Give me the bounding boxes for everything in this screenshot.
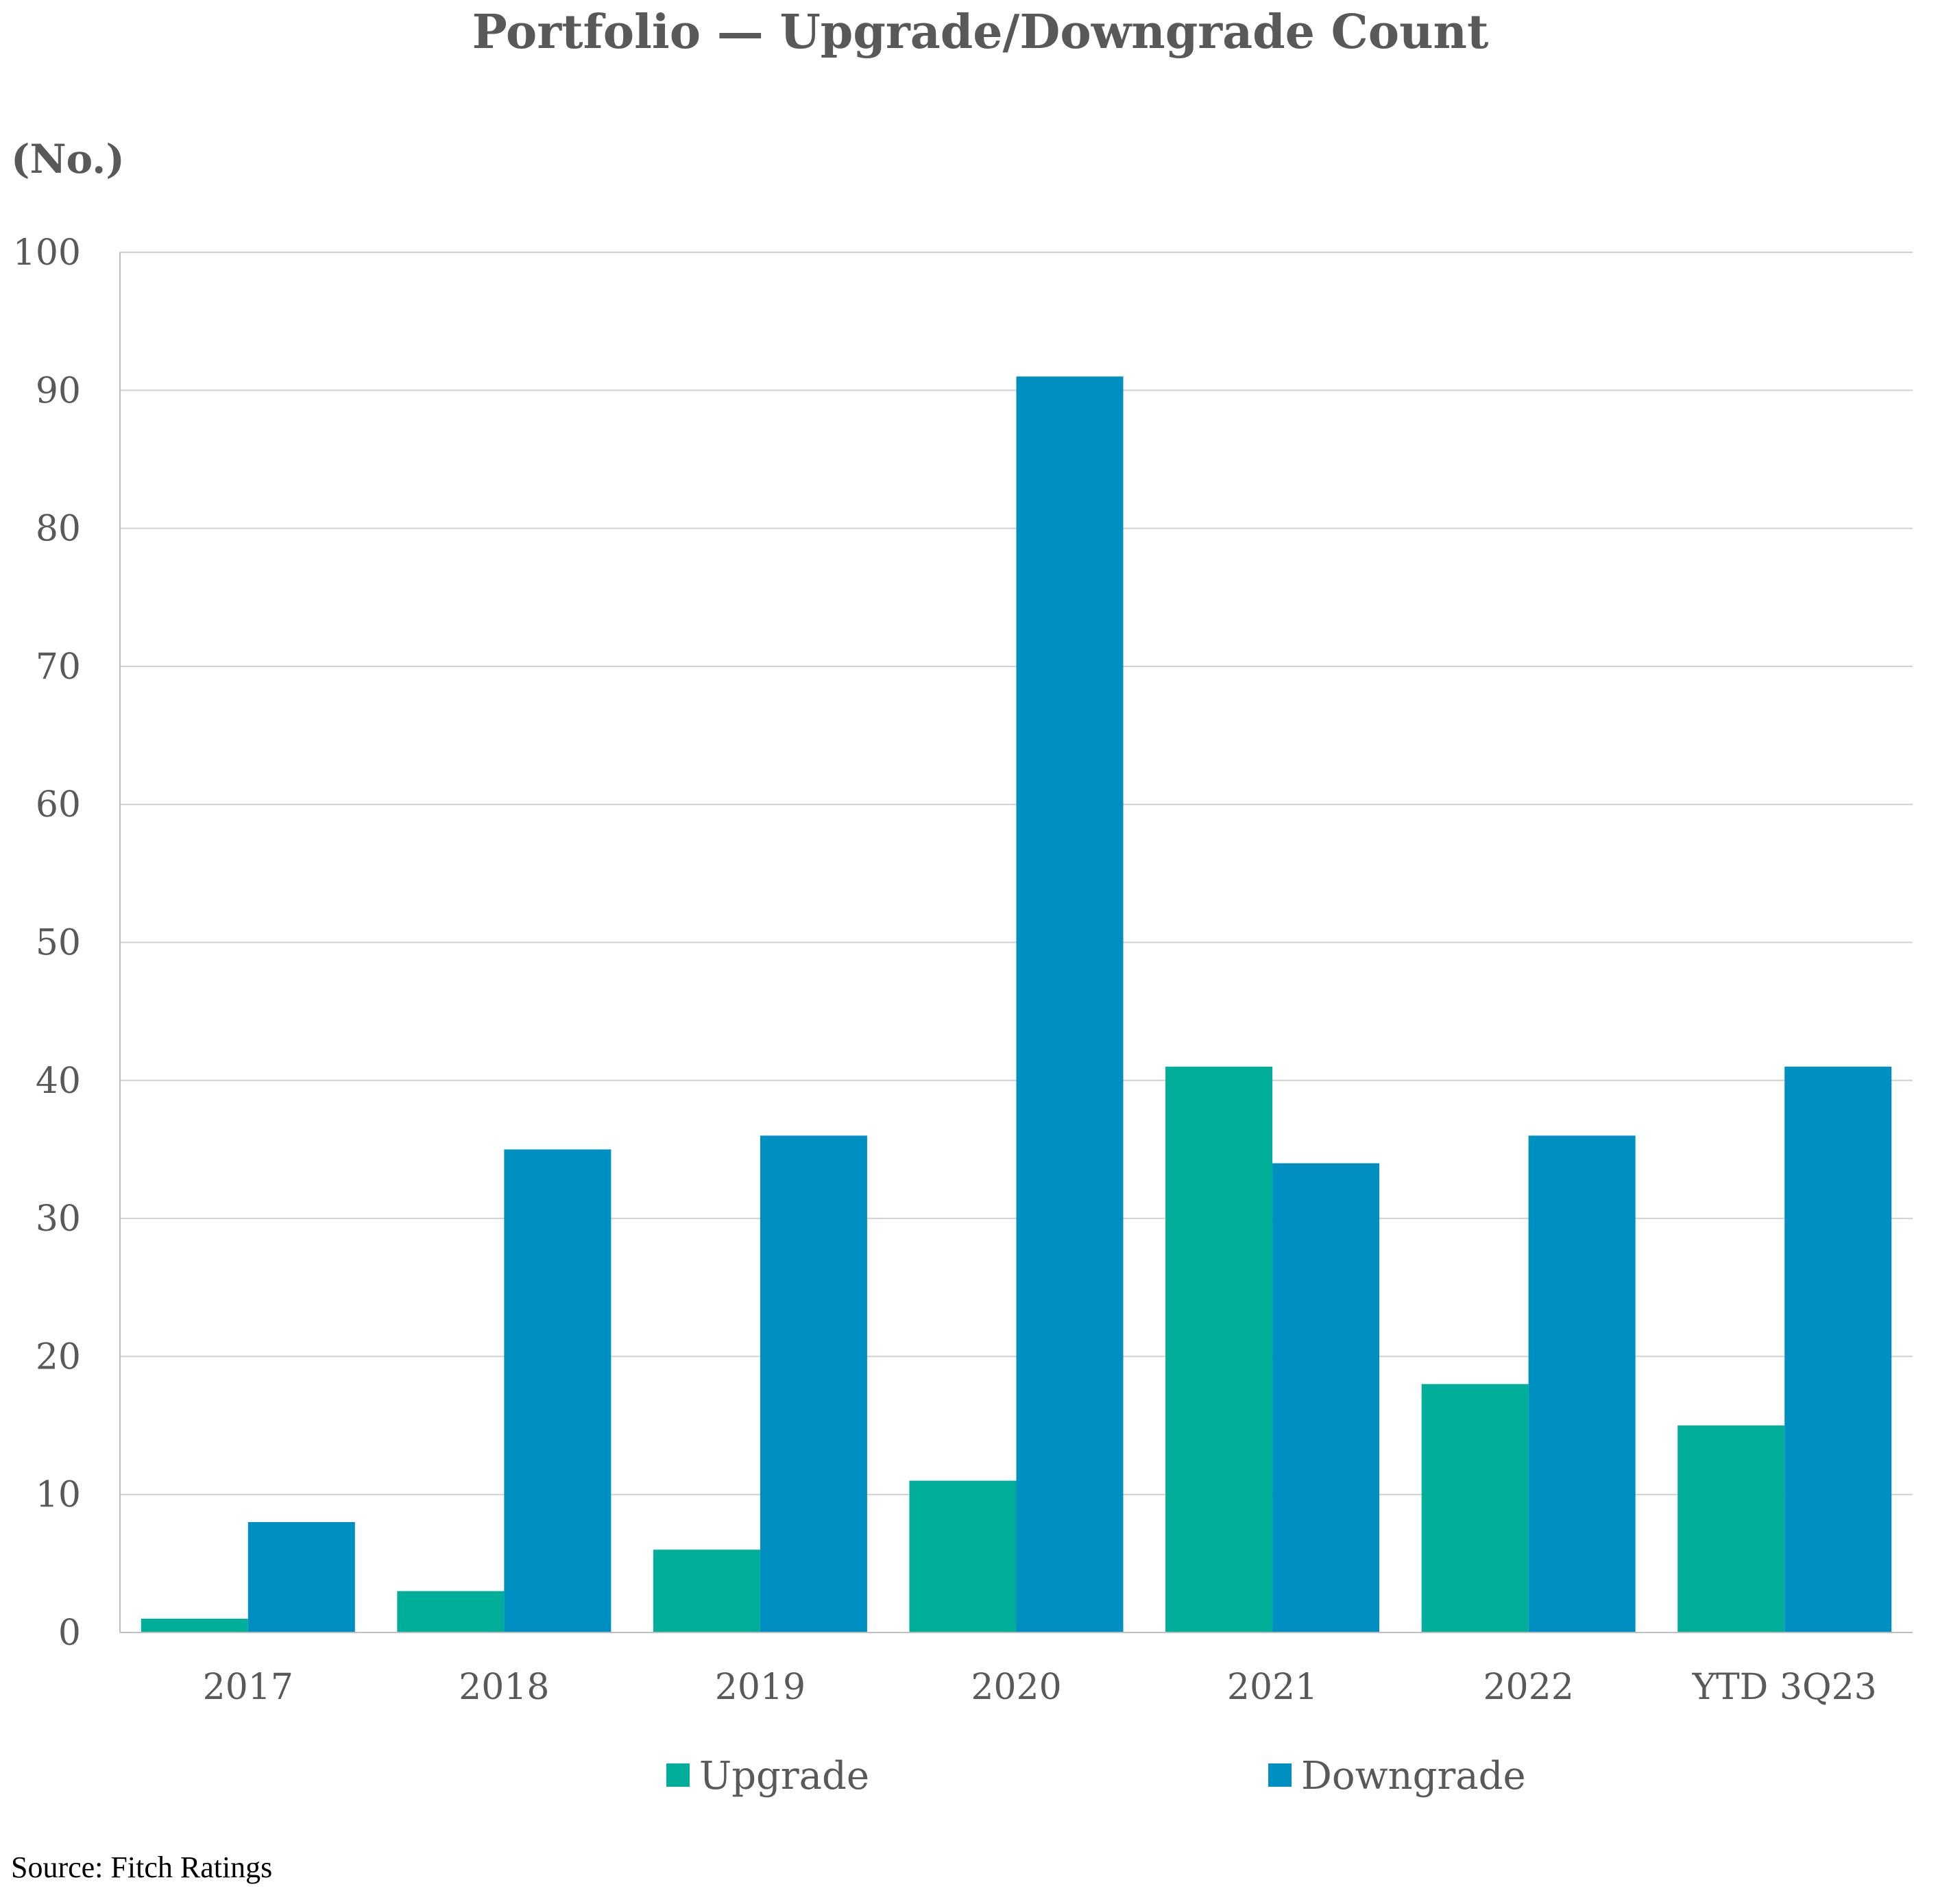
x-tick-label: 2021	[1227, 1667, 1318, 1708]
x-tick-label: YTD 3Q23	[1692, 1667, 1877, 1708]
bars	[141, 376, 1892, 1633]
y-tick-label: 30	[36, 1198, 81, 1240]
legend-swatch-upgrade	[666, 1763, 690, 1787]
legend-item-upgrade: Upgrade	[666, 1754, 869, 1798]
legend-label-downgrade: Downgrade	[1301, 1754, 1526, 1798]
bar-upgrade-2021	[1165, 1066, 1273, 1632]
y-tick-label: 70	[36, 647, 81, 688]
y-tick-label: 50	[36, 923, 81, 964]
bar-downgrade-2017	[247, 1521, 355, 1632]
legend-swatch-downgrade	[1268, 1763, 1292, 1787]
y-tick-label: 10	[36, 1475, 81, 1516]
y-tick-label: 80	[36, 509, 81, 550]
x-tick-label: 2017	[203, 1667, 293, 1708]
y-axis-ticks: 0 10 20 30 40 50 60 70 80 90 100	[13, 232, 81, 1654]
bar-downgrade-ytd-3q23	[1784, 1066, 1892, 1632]
bar-downgrade-2019	[760, 1135, 867, 1632]
bar-upgrade-2022	[1421, 1384, 1529, 1632]
x-tick-label: 2019	[715, 1667, 806, 1708]
y-tick-label: 100	[13, 232, 81, 274]
legend: Upgrade Downgrade	[666, 1754, 1526, 1798]
bar-upgrade-2017	[141, 1618, 248, 1632]
axes	[119, 252, 1913, 1633]
y-tick-label: 60	[36, 784, 81, 826]
y-tick-label: 0	[58, 1613, 81, 1654]
y-tick-label: 20	[36, 1336, 81, 1377]
bar-downgrade-2021	[1272, 1163, 1380, 1632]
y-tick-label: 90	[36, 370, 81, 411]
legend-label-upgrade: Upgrade	[699, 1754, 869, 1798]
bar-downgrade-2022	[1528, 1135, 1636, 1632]
legend-item-downgrade: Downgrade	[1268, 1754, 1526, 1798]
bar-upgrade-ytd-3q23	[1677, 1425, 1785, 1632]
bar-upgrade-2020	[909, 1480, 1017, 1632]
y-axis-unit-label: (No.)	[11, 136, 125, 182]
x-tick-label: 2022	[1483, 1667, 1573, 1708]
chart-title: Portfolio — Upgrade/Downgrade Count	[472, 5, 1489, 60]
x-tick-label: 2020	[971, 1667, 1061, 1708]
bar-upgrade-2018	[397, 1591, 505, 1632]
x-axis-ticks: 2017 2018 2019 2020 2021 2022 YTD 3Q23	[203, 1667, 1877, 1708]
bar-downgrade-2018	[504, 1149, 611, 1632]
bar-upgrade-2019	[653, 1550, 760, 1632]
x-tick-label: 2018	[459, 1667, 549, 1708]
y-tick-label: 40	[36, 1061, 81, 1102]
bar-downgrade-2020	[1016, 376, 1124, 1633]
source-note: Source: Fitch Ratings	[11, 1851, 272, 1884]
